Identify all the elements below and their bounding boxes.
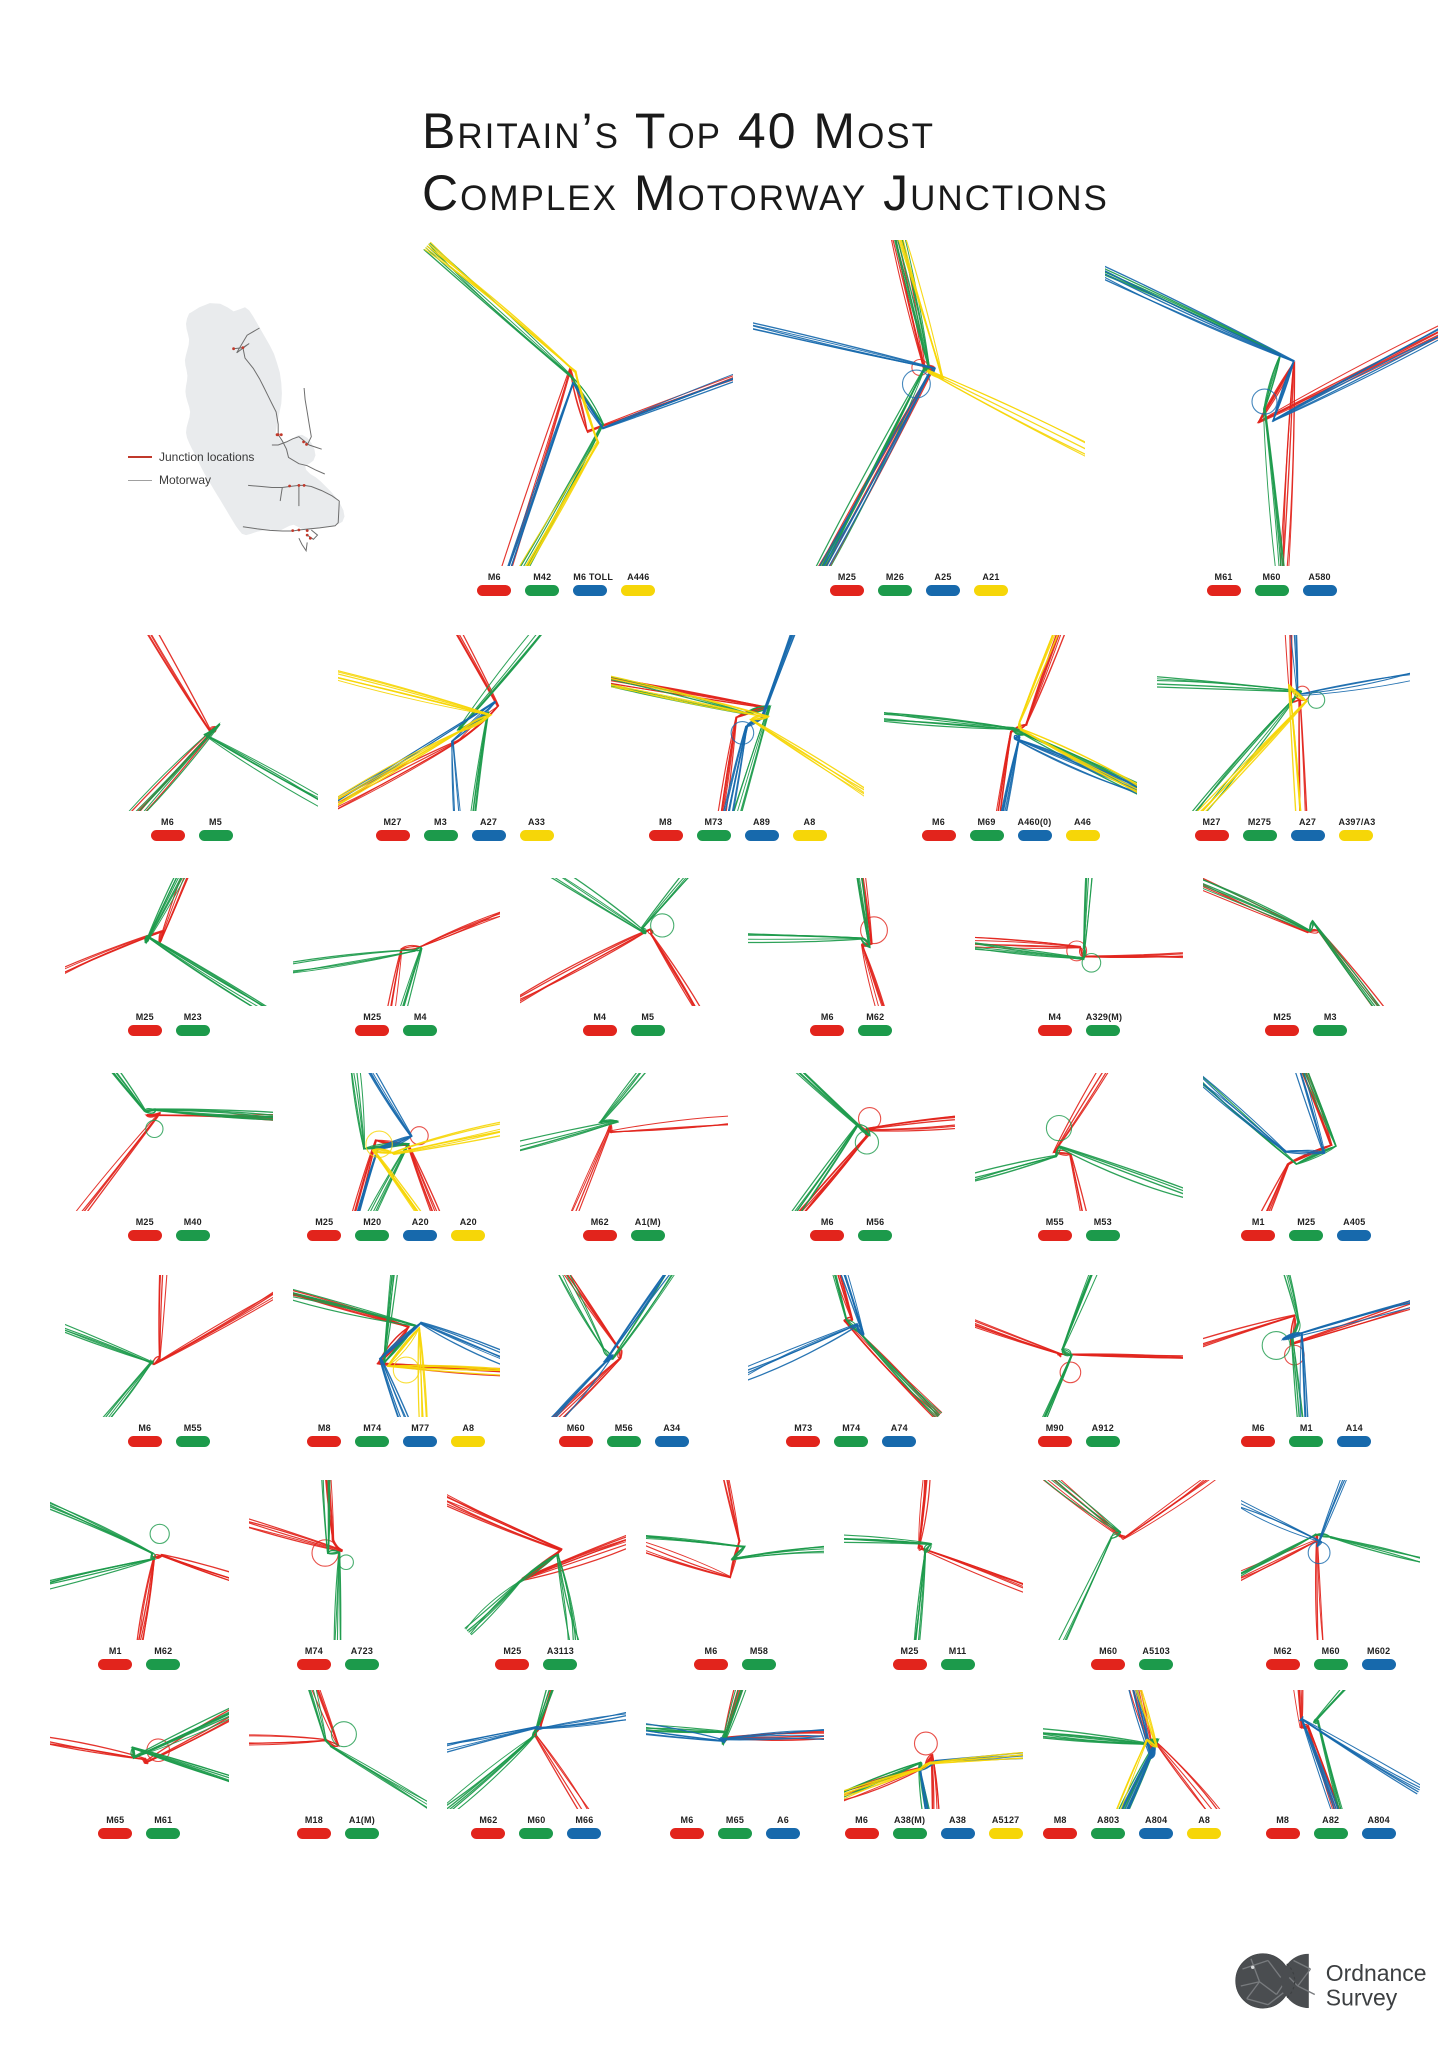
svg-text:Survey: Survey	[1326, 1985, 1398, 2011]
svg-text:Ordnance: Ordnance	[1326, 1960, 1427, 1986]
